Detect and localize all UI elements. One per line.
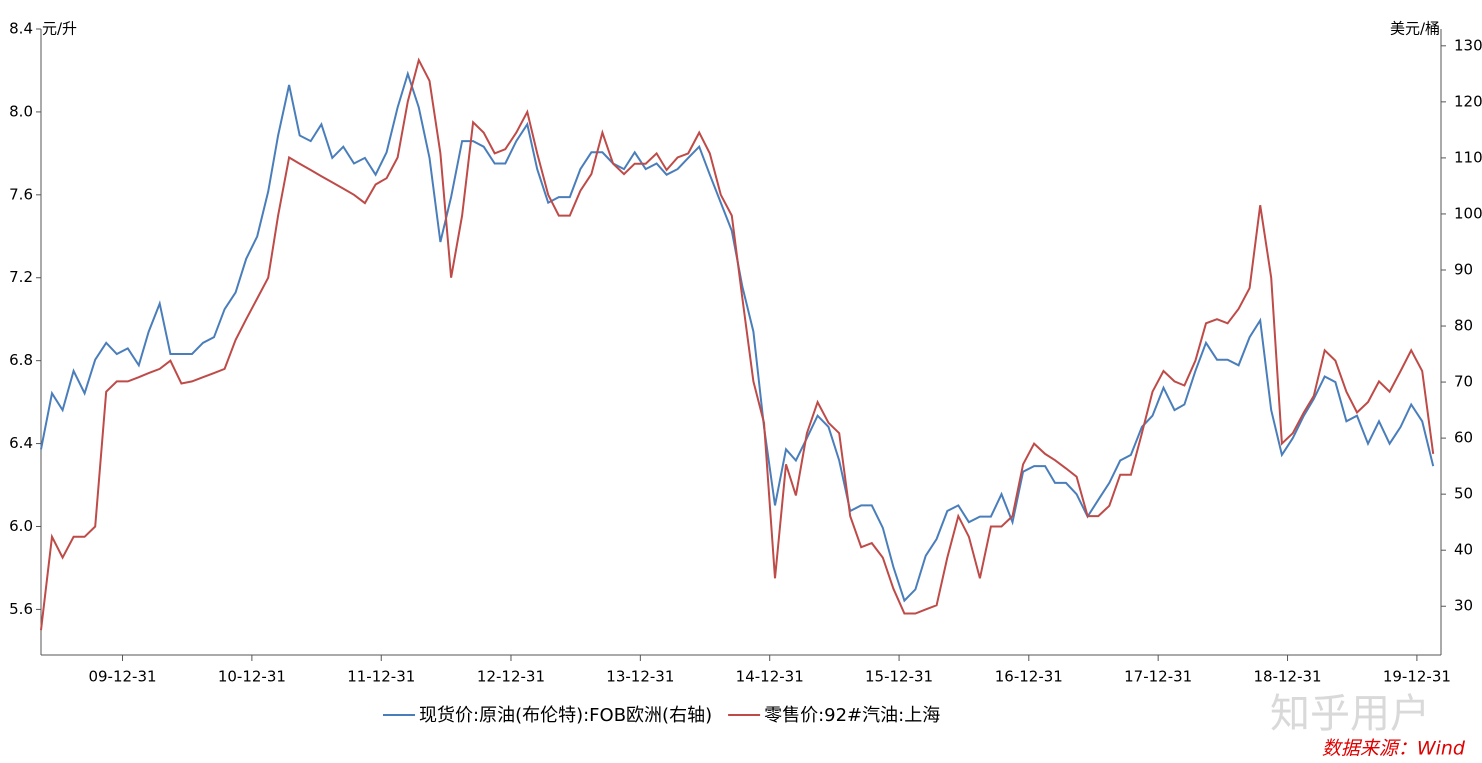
- x-tick-label: 15-12-31: [865, 668, 933, 686]
- y2-tick-label: 30: [1454, 597, 1473, 615]
- y-tick-label: 7.2: [9, 268, 33, 286]
- x-tick-label: 17-12-31: [1124, 668, 1192, 686]
- y-tick-label: 5.6: [9, 600, 33, 618]
- y-tick-label: 7.6: [9, 185, 33, 203]
- x-tick-label: 12-12-31: [477, 668, 545, 686]
- y2-tick-label: 120: [1454, 92, 1482, 110]
- y-tick-label: 8.4: [9, 20, 33, 38]
- x-tick-label: 10-12-31: [218, 668, 286, 686]
- y-tick-label: 8.0: [9, 102, 33, 120]
- source-note: 数据来源：Wind: [1322, 738, 1466, 760]
- y-axis-label: 元/升: [42, 20, 77, 38]
- x-tick-label: 13-12-31: [606, 668, 674, 686]
- x-tick-label: 09-12-31: [88, 668, 156, 686]
- y2-tick-label: 110: [1454, 148, 1482, 166]
- y2-tick-label: 70: [1454, 373, 1473, 391]
- series-line: [40, 57, 1435, 631]
- legend-label: 零售价:92#汽油:上海: [764, 705, 940, 726]
- x-tick-label: 19-12-31: [1383, 668, 1451, 686]
- y2-tick-label: 40: [1454, 541, 1473, 559]
- x-tick-label: 14-12-31: [736, 668, 804, 686]
- watermark: 知乎用户: [1270, 691, 1430, 737]
- x-tick-label: 18-12-31: [1253, 668, 1321, 686]
- y2-tick-label: 90: [1454, 260, 1473, 278]
- y-tick-label: 6.8: [9, 351, 33, 369]
- series-line: [40, 70, 1435, 603]
- y2-tick-label: 80: [1454, 317, 1473, 335]
- y-tick-label: 6.0: [9, 517, 33, 535]
- x-tick-label: 16-12-31: [995, 668, 1063, 686]
- y2-tick-label: 100: [1454, 204, 1482, 222]
- y-tick-label: 6.4: [9, 434, 33, 452]
- y2-axis-label: 美元/桶: [1390, 20, 1440, 38]
- legend-label: 现货价:原油(布伦特):FOB欧洲(右轴): [419, 705, 712, 726]
- y2-tick-label: 50: [1454, 485, 1473, 503]
- x-tick-label: 11-12-31: [347, 668, 415, 686]
- y2-tick-label: 130: [1454, 36, 1482, 54]
- y2-tick-label: 60: [1454, 429, 1473, 447]
